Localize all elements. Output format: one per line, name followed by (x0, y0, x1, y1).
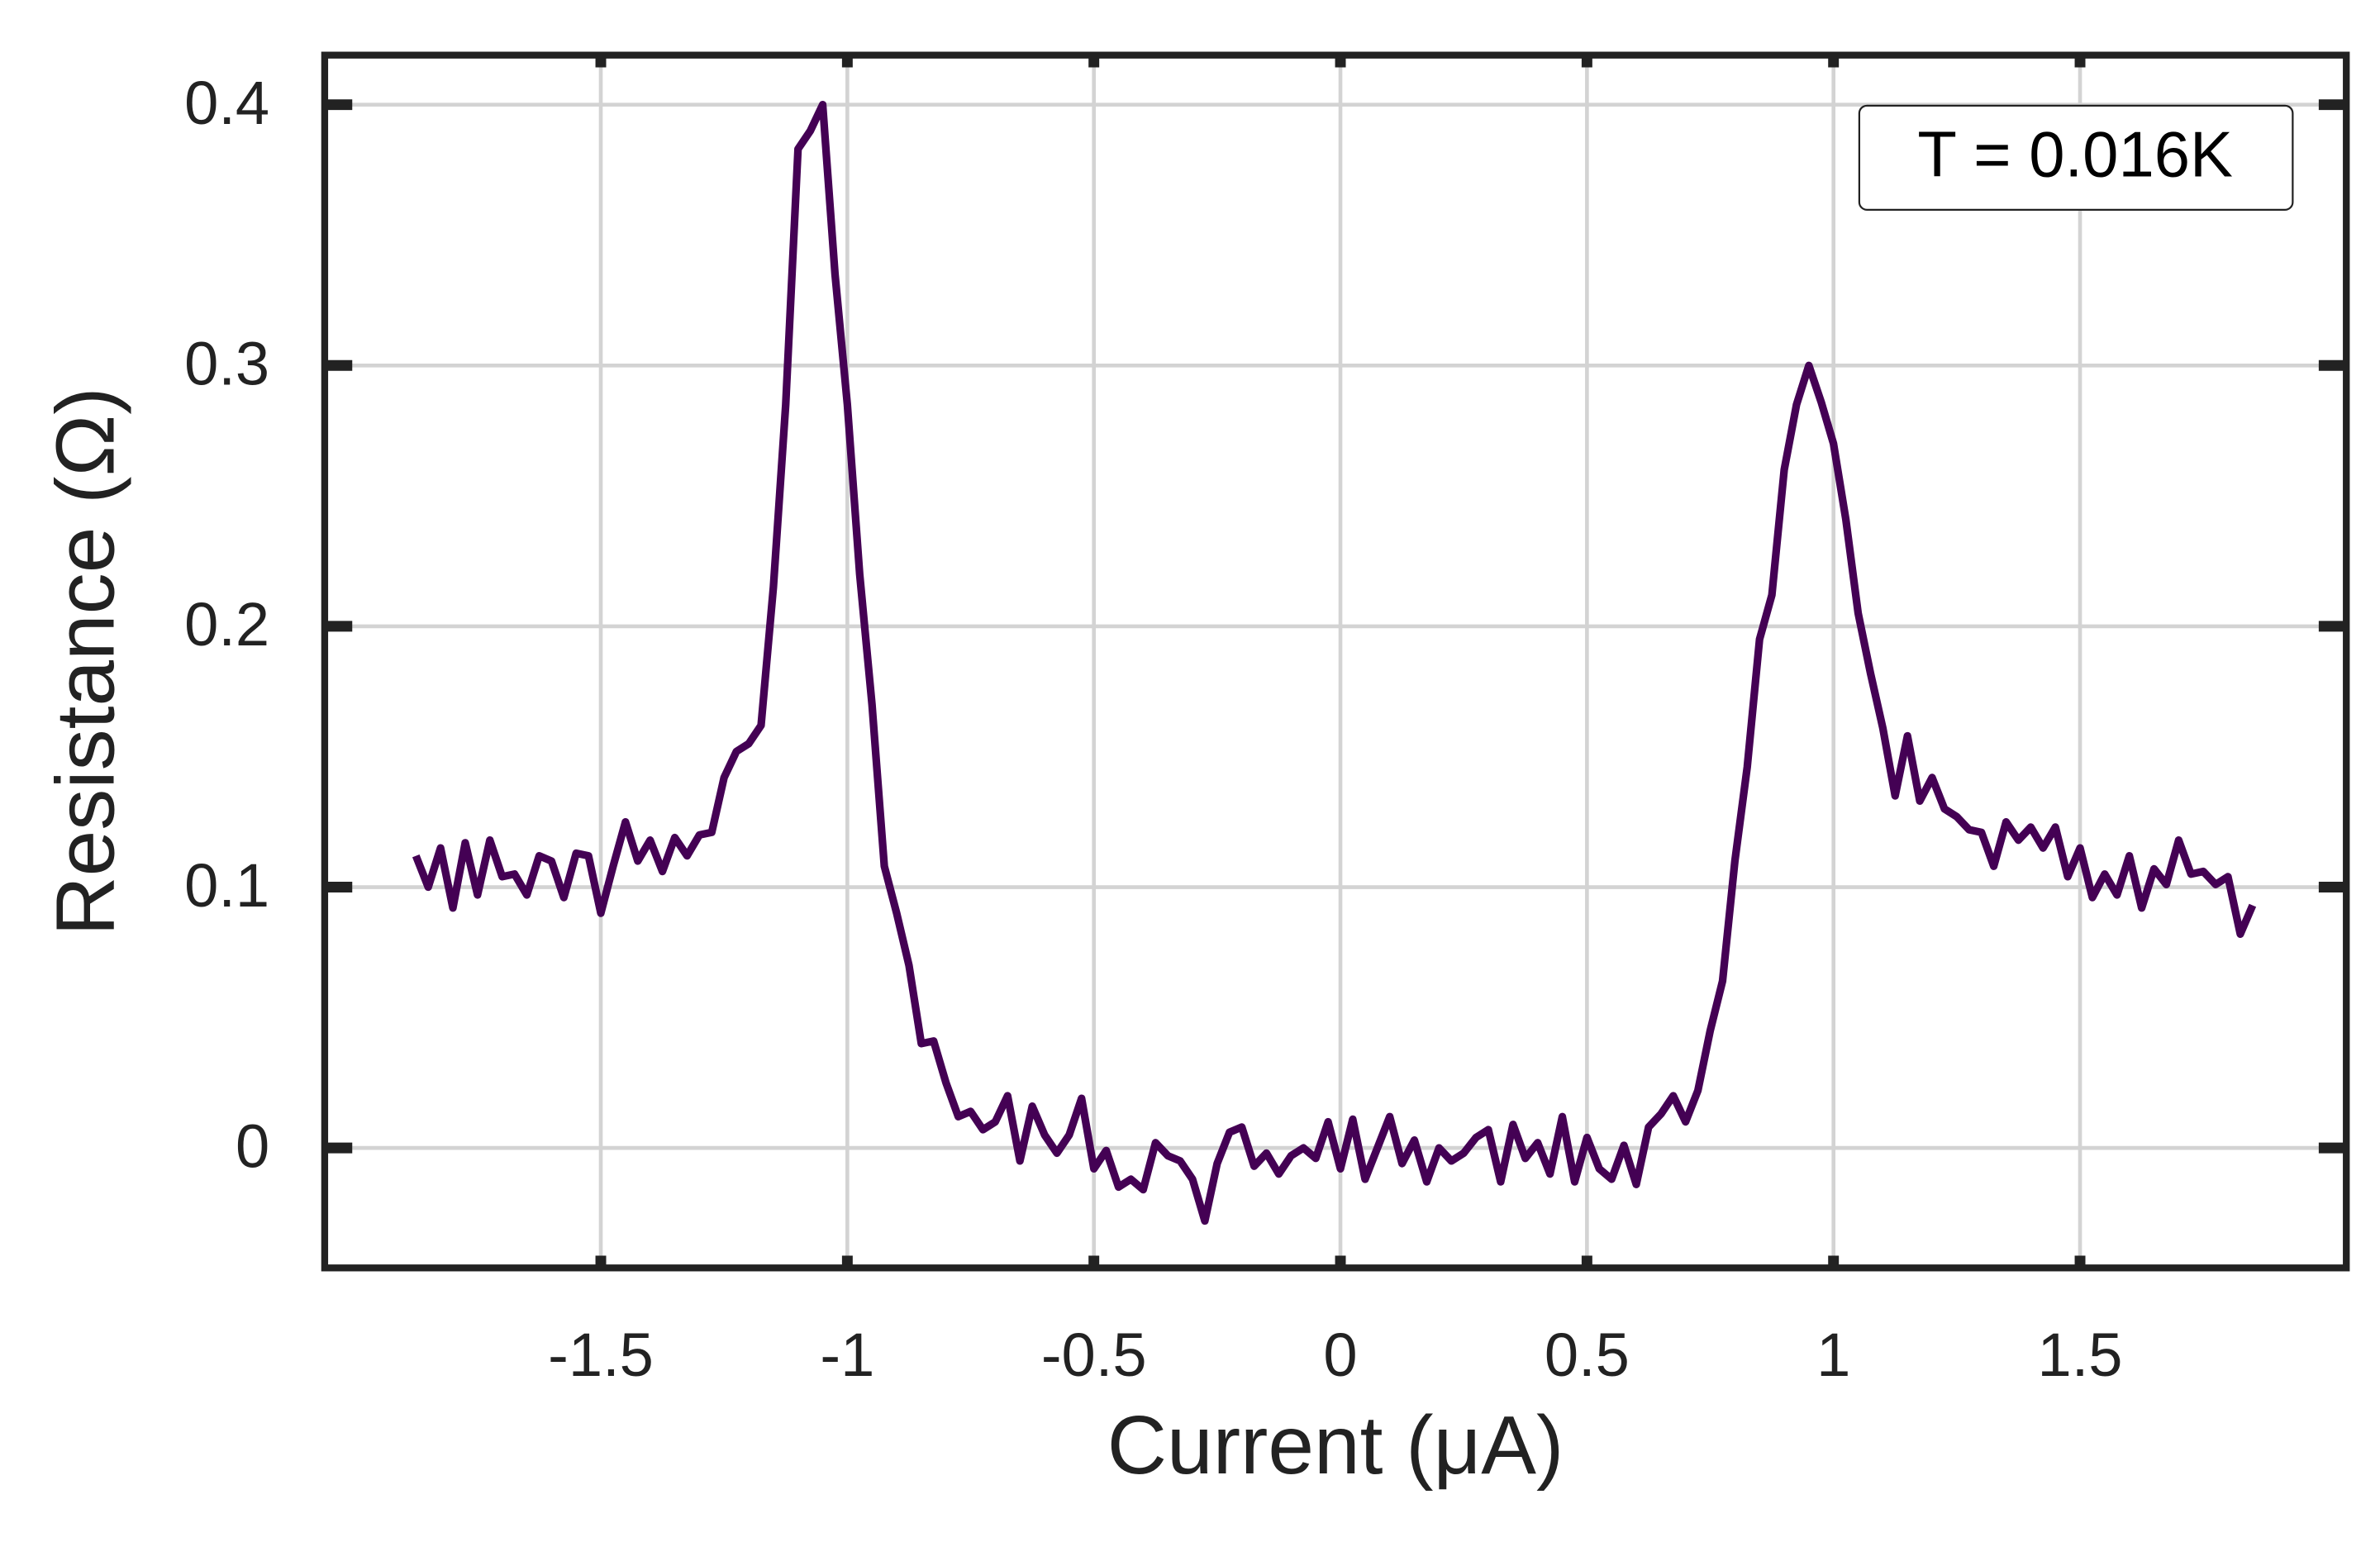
x-tick-label: -1.5 (548, 1321, 654, 1389)
y-tick-label: 0.4 (184, 69, 269, 137)
y-tick-label: 0.3 (184, 330, 269, 398)
x-axis-label: Current (μA) (1107, 1399, 1564, 1492)
annotation-box: T = 0.016K (1858, 104, 2294, 211)
y-axis-label: Resistance (Ω) (40, 387, 132, 935)
annotation: T = 0.016K (1917, 119, 2233, 190)
y-tick-label: 0.1 (184, 851, 269, 920)
x-tick-label: -0.5 (1041, 1321, 1147, 1389)
y-tick-label: 0.2 (184, 590, 269, 659)
y-tick-label: 0 (236, 1111, 269, 1180)
plot-frame (321, 51, 2350, 1272)
x-tick-label: 1 (1816, 1321, 1850, 1389)
annotation-frame (1858, 104, 2294, 211)
data-line (412, 101, 2257, 1226)
x-tick-label: -1 (820, 1321, 874, 1389)
x-tick-label: 0.5 (1545, 1321, 1630, 1389)
x-tick-label: 0 (1323, 1321, 1357, 1389)
x-tick-label: 1.5 (2038, 1321, 2123, 1389)
